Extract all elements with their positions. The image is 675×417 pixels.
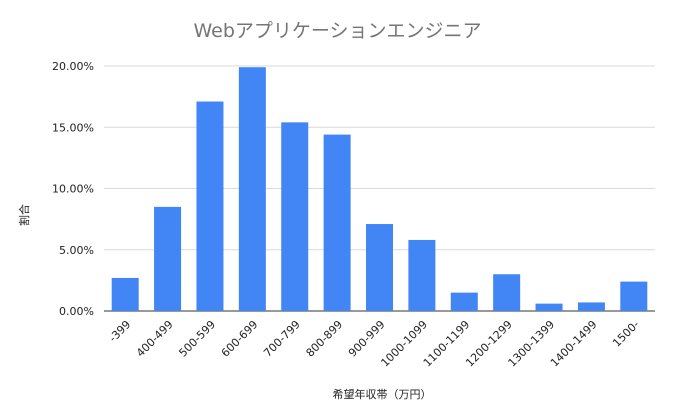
- y-tick-label: 0.00%: [59, 305, 94, 318]
- bar-1400-1499: [577, 302, 605, 311]
- y-tick-label: 20.00%: [52, 60, 94, 73]
- bar-1100-1199: [450, 292, 478, 311]
- bar-500-599: [196, 101, 224, 312]
- y-axis-ticks: 0.00% 5.00% 10.00% 15.00% 20.00%: [52, 60, 94, 318]
- bar--399: [111, 277, 139, 311]
- y-tick-label: 10.00%: [52, 183, 94, 196]
- bars: [111, 67, 648, 312]
- y-tick-label: 5.00%: [59, 244, 94, 257]
- bar-1500-: [620, 281, 648, 311]
- bar-1200-1299: [493, 274, 521, 311]
- bar-900-999: [366, 224, 393, 311]
- y-axis-label: 割合: [17, 204, 31, 226]
- chart-title: Webアプリケーションエンジニア: [193, 20, 481, 42]
- x-axis-label: 希望年収帯（万円）: [333, 387, 432, 401]
- bar-800-899: [323, 134, 351, 311]
- bar-600-699: [238, 67, 266, 311]
- y-tick-label: 15.00%: [52, 121, 94, 134]
- bar-400-499: [154, 206, 182, 311]
- bar-1000-1099: [408, 239, 436, 311]
- bar-1300-1399: [535, 303, 563, 311]
- bar-700-799: [281, 122, 309, 311]
